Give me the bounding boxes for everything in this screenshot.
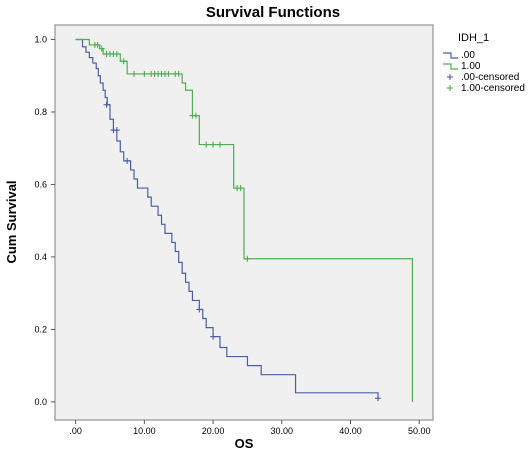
y-tick-label: 0.2 (34, 324, 47, 334)
legend-entry-00: .00 (443, 50, 475, 61)
x-tick-label: 50.00 (408, 426, 431, 436)
censor-marks (91, 41, 382, 402)
legend-plus-icon (447, 85, 453, 91)
censor-mark-1-00 (131, 70, 138, 77)
legend-label: .00-censored (461, 72, 519, 83)
x-tick-label: .00 (69, 426, 82, 436)
censor-mark-1-00 (113, 50, 120, 57)
y-tick-label: 0.8 (34, 107, 47, 117)
censor-mark-00 (103, 101, 110, 108)
censor-mark-1-00 (237, 185, 244, 192)
censor-mark-1-00 (165, 70, 172, 77)
censor-mark-1-00 (216, 141, 223, 148)
censor-mark-1-00 (98, 45, 105, 52)
censor-mark-1-00 (210, 141, 217, 148)
legend-line-icon (443, 52, 458, 59)
censor-mark-1-00 (120, 58, 127, 65)
x-tick-label: 20.00 (202, 426, 225, 436)
y-axis-ticks: 0.0 0.2 0.4 0.6 0.8 1.0 (34, 34, 55, 407)
legend-line-icon (443, 63, 458, 70)
legend-label: .00 (461, 50, 475, 61)
x-tick-label: 10.00 (133, 426, 156, 436)
legend-title: IDH_1 (458, 32, 489, 44)
legend-label: 1.00 (461, 61, 481, 72)
x-axis-ticks: .00 10.00 20.00 30.00 40.00 50.00 (69, 420, 431, 436)
censor-mark-1-00 (141, 70, 148, 77)
y-tick-label: 0.6 (34, 179, 47, 189)
legend-entry-1-00: 1.00 (443, 61, 481, 72)
censor-mark-1-00 (203, 141, 210, 148)
legend-plus-icon (447, 74, 453, 80)
censor-mark-1-00 (244, 255, 251, 262)
series-line-00 (75, 38, 379, 399)
censor-mark-00 (124, 157, 131, 164)
censor-mark-1-00 (94, 41, 101, 48)
legend-entry-1-00-censored: 1.00-censored (447, 83, 525, 94)
y-tick-label: 1.0 (34, 34, 47, 44)
x-tick-label: 40.00 (339, 426, 362, 436)
y-tick-label: 0.4 (34, 252, 47, 262)
censor-mark-00 (375, 395, 382, 402)
x-tick-label: 30.00 (271, 426, 294, 436)
censor-mark-00 (113, 127, 120, 134)
x-axis-label: OS (235, 436, 254, 451)
legend-entry-00-censored: .00-censored (447, 72, 519, 83)
censor-mark-00 (196, 306, 203, 313)
censor-mark-00 (210, 333, 217, 340)
y-axis-label: Cum Survival (4, 180, 19, 263)
censor-mark-1-00 (192, 112, 199, 119)
censor-mark-1-00 (175, 70, 182, 77)
legend-label: 1.00-censored (461, 83, 525, 94)
chart-title: Survival Functions (206, 4, 340, 21)
y-tick-label: 0.0 (34, 397, 47, 407)
